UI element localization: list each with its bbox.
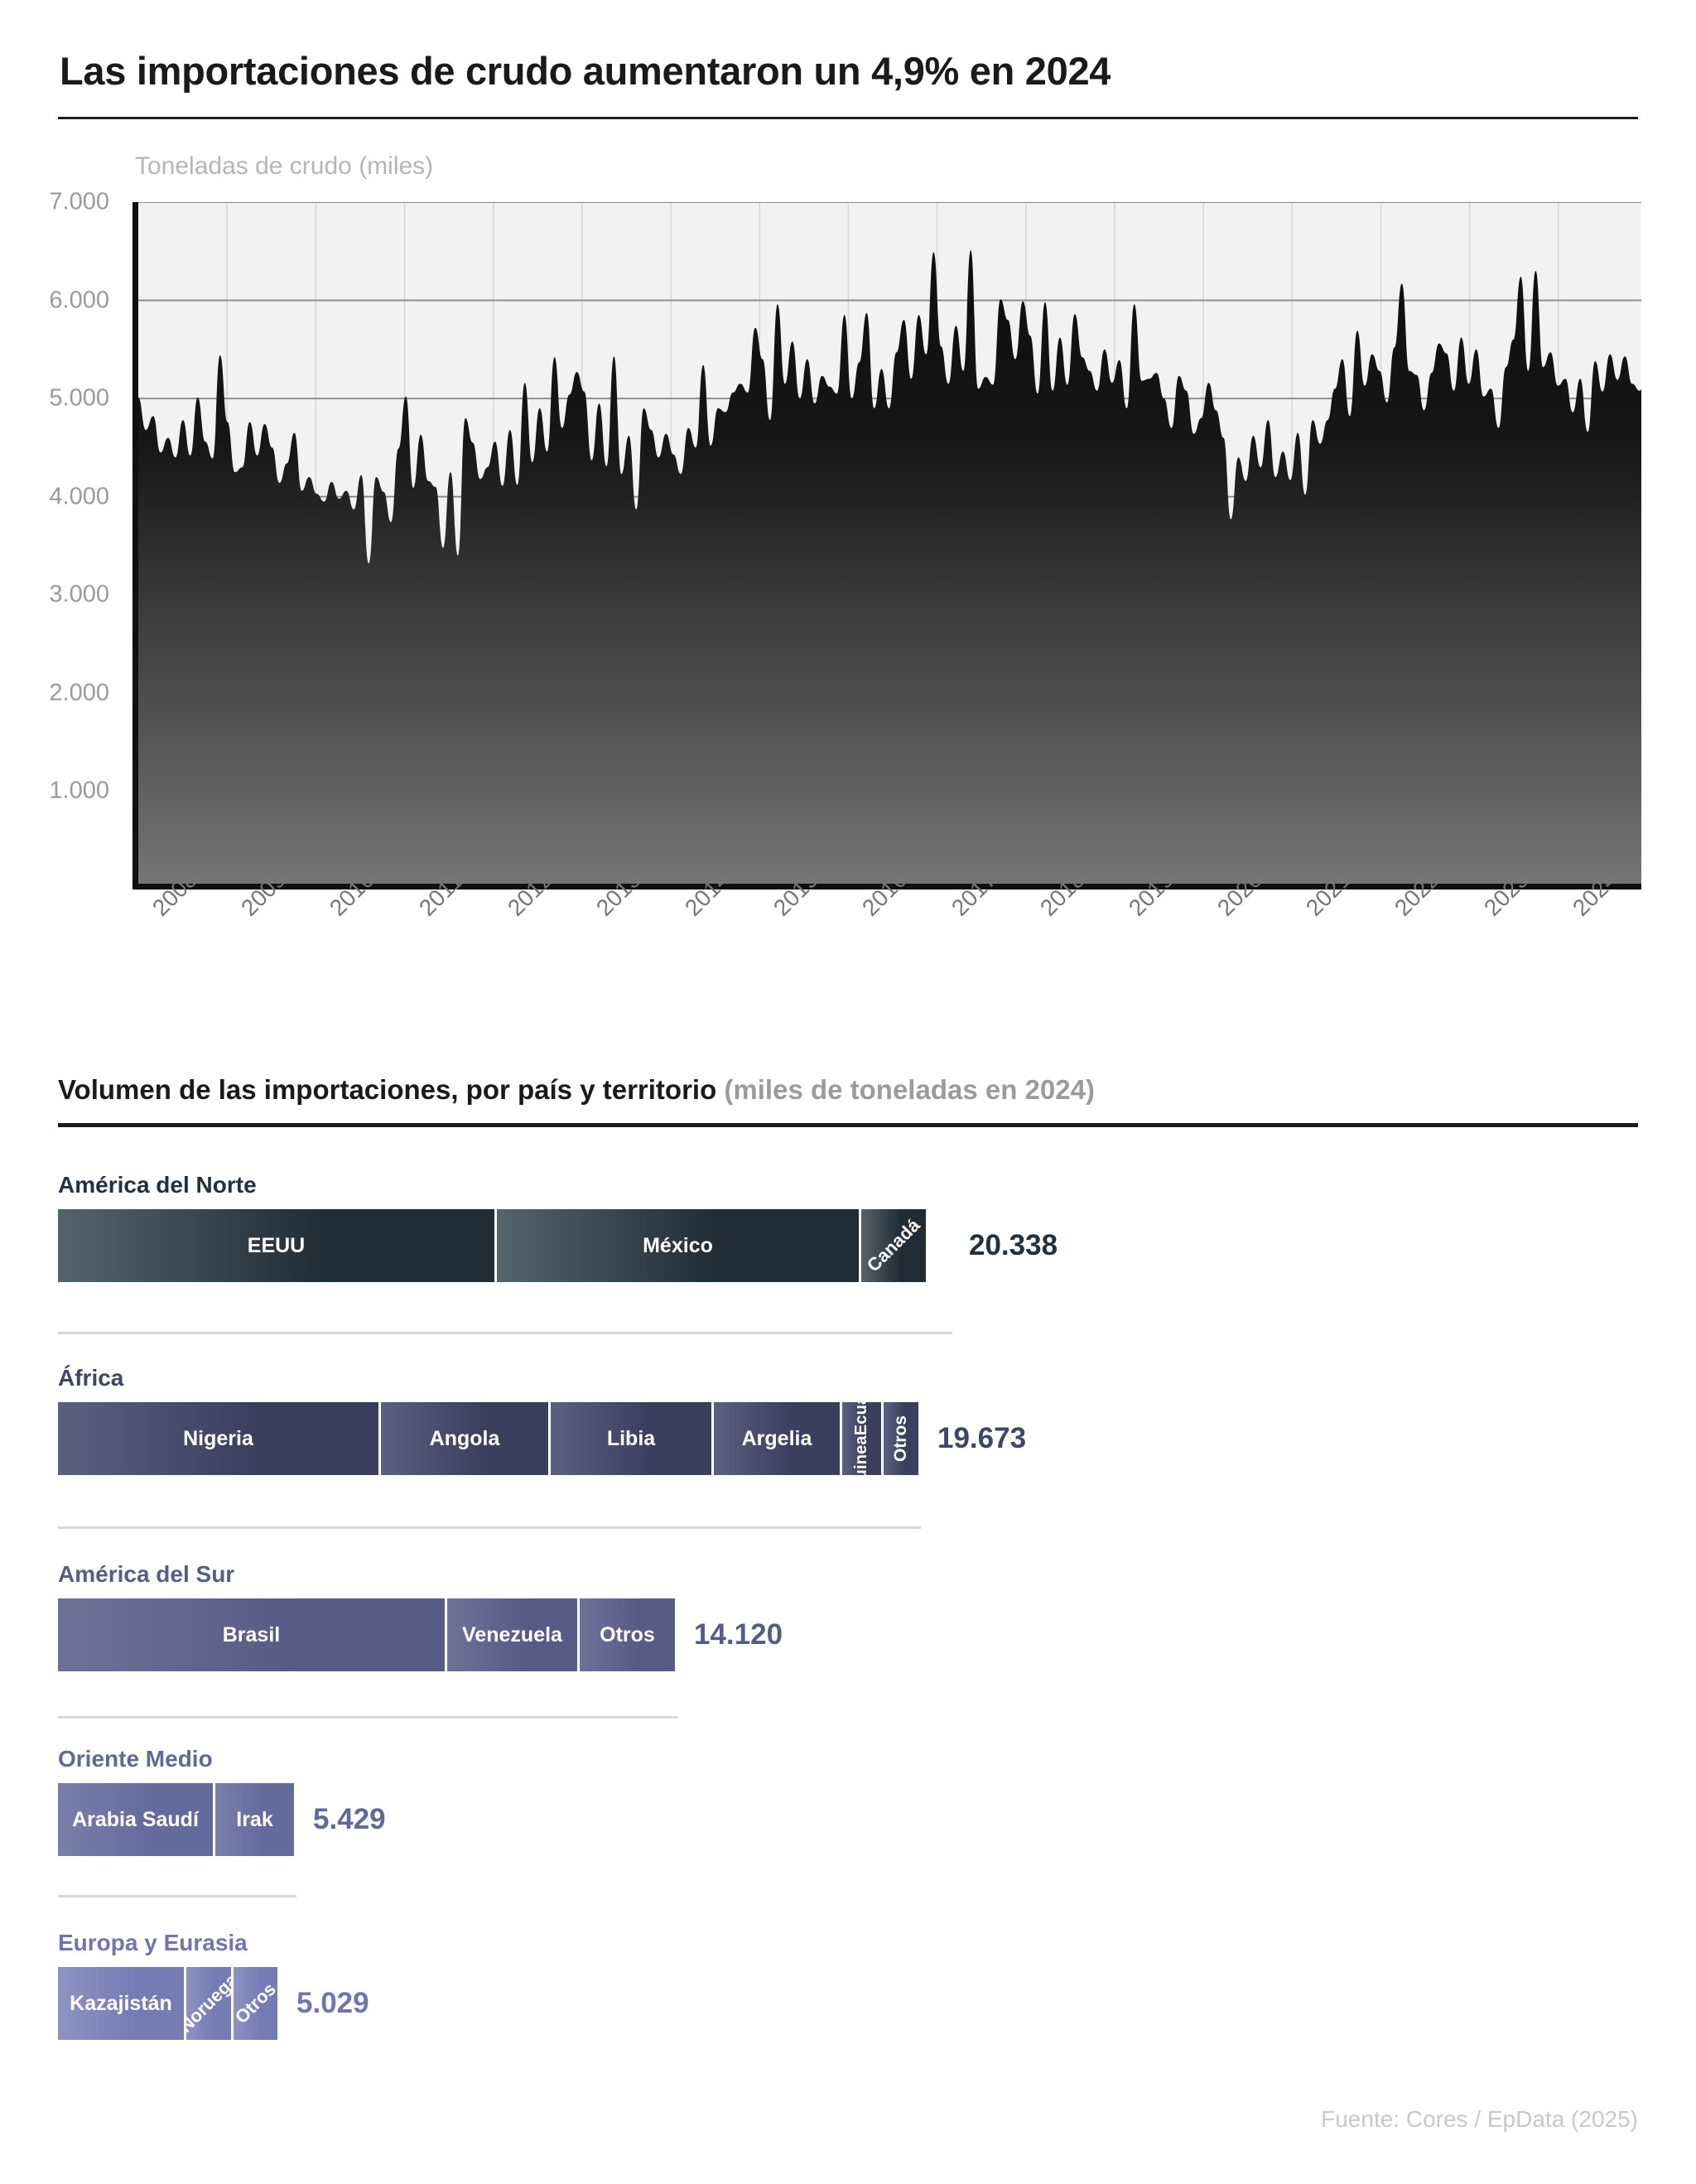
bar-segment-label: EEUU [247, 1233, 306, 1257]
bar-segment-label: Otros [890, 1415, 910, 1462]
bar-segment-label: Libia [606, 1426, 656, 1450]
country-group: América del Sur Brasil Venezuela Otros 14.12… [58, 1561, 783, 1671]
group-heading: América del Sur [58, 1561, 235, 1587]
bar-segment-label: Kazajistán [70, 1991, 172, 2015]
area-series-svg [138, 202, 1641, 884]
stacked-bar-row: EEUU México Canadá 20.338 [58, 1209, 1058, 1282]
y-tick-label: 5.000 [49, 384, 109, 412]
bar-segment-label: Nigeria [183, 1426, 253, 1450]
bar-segment[interactable]: Angola [381, 1402, 551, 1475]
group-total: 19.673 [937, 1422, 1027, 1454]
group-total: 14.120 [694, 1618, 783, 1651]
bar-segment[interactable]: Arabia Saudí [58, 1783, 215, 1856]
group-heading: Europa y Eurasia [58, 1930, 248, 1955]
bar-segment[interactable]: Guinea Ecuat. [842, 1402, 884, 1475]
country-group: África Nigeria Angola Libia Argelia Guinea Ecu… [58, 1365, 1026, 1475]
country-group: Oriente Medio Arabia Saudí Irak 5.429 [58, 1746, 386, 1856]
bar-segment-label: Arabia Saudí [72, 1807, 199, 1831]
chart-plot-area [132, 202, 1641, 890]
bar-segment[interactable]: Nigeria [58, 1402, 381, 1475]
bar-segment[interactable]: Canadá [861, 1209, 926, 1282]
group-heading: América del Norte [58, 1172, 257, 1198]
stacked-bar: Brasil Venezuela Otros [58, 1598, 677, 1671]
section-title-unit: (miles de toneladas en 2024) [724, 1074, 1095, 1105]
bar-segment[interactable]: Otros [884, 1402, 918, 1475]
y-tick-label: 3.000 [49, 581, 109, 608]
bar-segment[interactable]: Otros [234, 1967, 277, 2040]
bar-segment[interactable]: Noruega [186, 1967, 234, 2040]
bar-segment-label: Canadá [863, 1215, 924, 1276]
bar-segment[interactable]: Brasil [58, 1598, 447, 1671]
group-heading: África [58, 1365, 124, 1391]
bar-segment[interactable]: Libia [551, 1402, 714, 1475]
group-divider [58, 1716, 677, 1719]
bar-segment-label-line: Guinea [852, 1435, 870, 1475]
bar-segment-label: Venezuela [462, 1622, 562, 1646]
y-tick-label: 7.000 [49, 188, 109, 215]
section-title-volume: Volumen de las importaciones, por país y… [58, 1074, 1095, 1106]
y-tick-label: 1.000 [49, 777, 109, 804]
group-heading: Oriente Medio [58, 1746, 213, 1772]
country-group: Europa y Eurasia Kazajistán Noruega Otros 5.… [58, 1930, 369, 2040]
group-total: 5.429 [313, 1803, 386, 1835]
page-title: Las importaciones de crudo aumentaron un… [60, 49, 1111, 93]
group-divider [58, 1526, 921, 1529]
bar-segment-label: Otros [600, 1622, 655, 1646]
chart-canvas [138, 202, 1641, 884]
stacked-bar: EEUU México Canadá [58, 1209, 952, 1282]
stacked-bar: Nigeria Angola Libia Argelia Guinea Ecuat. Otr… [58, 1402, 921, 1475]
x-axis-labels: 2008 2009 2010 2011 2012 2013 2014 2015 2016 2017… [132, 866, 1673, 1019]
bar-segment-label: México [643, 1233, 713, 1257]
group-total: 5.029 [296, 1987, 369, 2019]
stacked-bar-row: Brasil Venezuela Otros 14.120 [58, 1598, 783, 1671]
bar-segment-label-line: Ecuat. [852, 1402, 870, 1436]
group-divider [58, 1332, 952, 1334]
chart-subtitle: Toneladas de crudo (miles) [135, 152, 434, 180]
bar-segment[interactable]: México [497, 1209, 861, 1282]
area-fill [138, 250, 1641, 884]
bar-segment[interactable]: EEUU [58, 1209, 497, 1282]
bar-segment-label: Irak [236, 1807, 273, 1831]
y-tick-label: 2.000 [49, 679, 109, 706]
bar-segment[interactable]: Kazajistán [58, 1967, 186, 2040]
crude-imports-area-chart: Toneladas de crudo (miles) 1.000 2.000 3.0… [0, 0, 1696, 1027]
bar-segment-label: Guinea Ecuat. [852, 1402, 870, 1475]
bar-segment[interactable]: Argelia [714, 1402, 842, 1475]
stacked-bar-row: Kazajistán Noruega Otros 5.029 [58, 1967, 369, 2040]
y-tick-label: 6.000 [49, 287, 109, 314]
group-divider [58, 1895, 296, 1897]
stacked-bar-row: Arabia Saudí Irak 5.429 [58, 1783, 386, 1856]
stacked-bar: Kazajistán Noruega Otros [58, 1967, 280, 2040]
title-divider [58, 117, 1638, 119]
bar-segment[interactable]: Irak [215, 1783, 294, 1856]
bar-segment-label: Argelia [741, 1426, 812, 1450]
bar-segment-label: Brasil [222, 1622, 281, 1646]
stacked-bar-row: Nigeria Angola Libia Argelia Guinea Ecuat. Otr… [58, 1402, 1026, 1475]
source-footer: Fuente: Cores / EpData (2025) [1321, 2106, 1638, 2132]
group-total: 20.338 [969, 1229, 1058, 1261]
section-title-main: Volumen de las importaciones, por país y… [58, 1074, 725, 1105]
bar-segment-label: Noruega [186, 1969, 234, 2037]
stacked-bar: Arabia Saudí Irak [58, 1783, 296, 1856]
bar-segment-label: Otros [234, 1979, 277, 2028]
country-group: América del Norte EEUU México Canadá 20.338 [58, 1172, 1058, 1282]
bar-segment-label: Angola [429, 1426, 500, 1450]
bar-segment[interactable]: Venezuela [447, 1598, 580, 1671]
y-tick-label: 4.000 [49, 483, 109, 510]
section-divider [58, 1123, 1638, 1127]
bar-segment[interactable]: Otros [580, 1598, 675, 1671]
y-axis-labels: 1.000 2.000 3.000 4.000 5.000 6.000 7.000 [0, 189, 124, 890]
